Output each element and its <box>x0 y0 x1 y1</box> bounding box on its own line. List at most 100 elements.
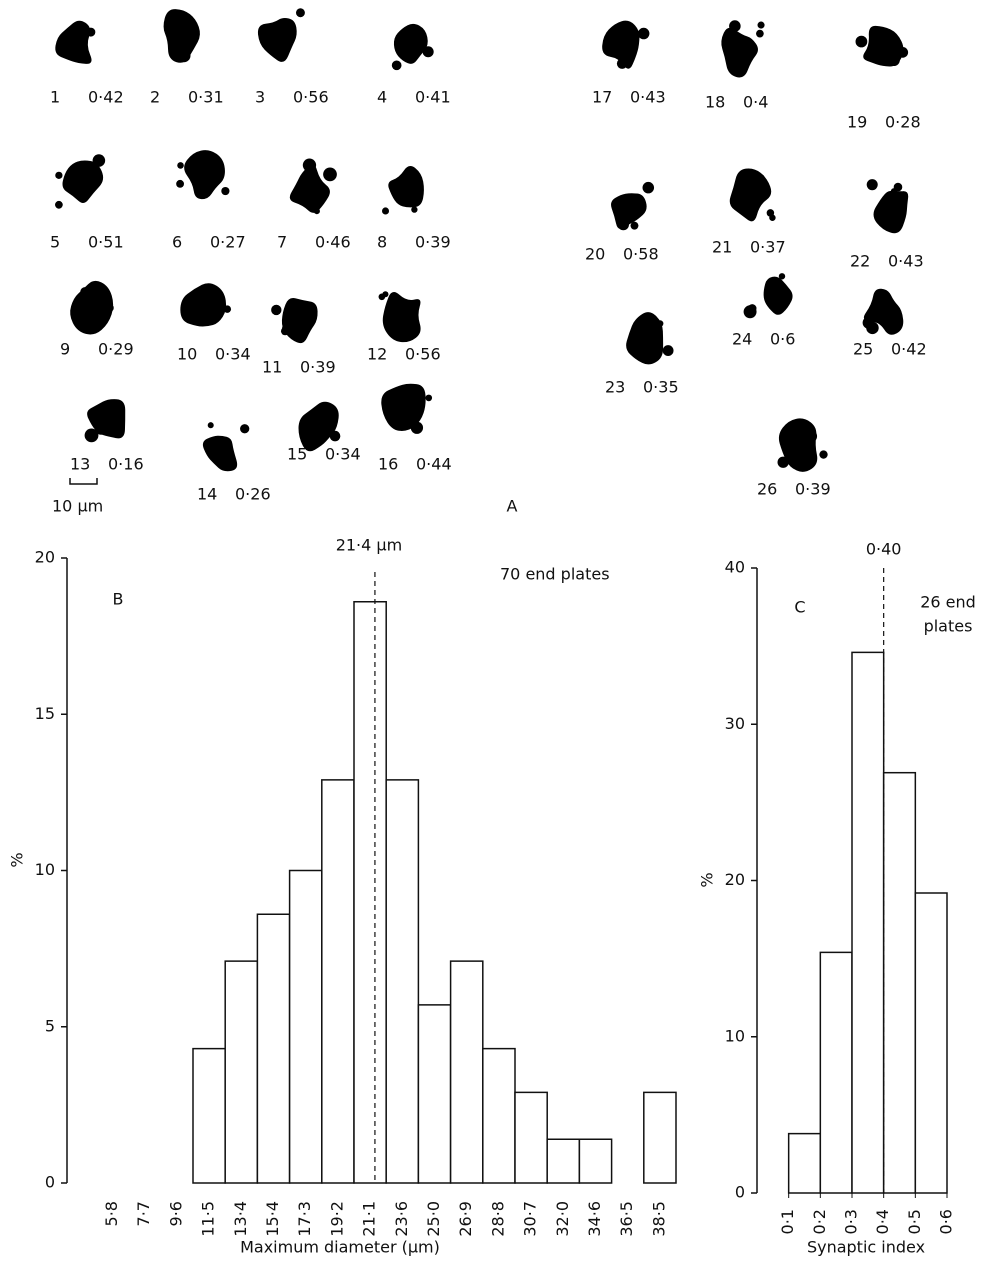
end-plate-number: 26 <box>757 480 777 499</box>
end-plate-fragment <box>757 174 765 182</box>
end-plate-fragment <box>637 27 650 40</box>
end-plate-index: 0·42 <box>88 88 124 107</box>
end-plate-index: 0·28 <box>885 113 921 132</box>
end-plate-fragment <box>86 27 96 37</box>
x-tick-label: 0·4 <box>873 1209 892 1234</box>
y-tick-label: 40 <box>725 558 745 577</box>
end-plate-fragment <box>240 424 250 434</box>
panel-label: C <box>794 598 805 617</box>
x-tick-label: 26·9 <box>456 1201 475 1237</box>
end-plate-fragment <box>411 206 418 213</box>
x-tick-label: 7·7 <box>134 1201 153 1226</box>
end-plate-fragment <box>890 188 898 195</box>
end-plate-number: 5 <box>50 233 60 252</box>
end-plate-drawing <box>180 283 227 327</box>
bar <box>224 960 259 1184</box>
end-plate-fragment <box>271 304 282 316</box>
end-plate-fragment <box>176 179 185 188</box>
end-plate-fragment <box>177 48 191 63</box>
end-plate-fragment <box>177 162 184 169</box>
end-plate-fragment <box>778 273 786 280</box>
bar <box>851 651 885 1194</box>
end-plate-fragment <box>295 8 305 18</box>
end-plate-index: 0·16 <box>108 455 144 474</box>
bar <box>514 1091 548 1184</box>
end-plate-index: 0·41 <box>415 88 451 107</box>
end-plate-index: 0·29 <box>98 340 134 359</box>
end-plate-fragment <box>422 46 434 58</box>
y-tick-label: 20 <box>725 870 745 889</box>
bar <box>288 869 323 1184</box>
bar <box>256 913 291 1184</box>
end-plate-fragment <box>656 320 664 327</box>
end-plate-drawing <box>721 27 758 78</box>
end-plate-fragment <box>391 60 402 71</box>
annotation: plates <box>924 617 973 636</box>
end-plate-fragment <box>777 456 789 468</box>
bar <box>417 1004 452 1184</box>
end-plate-fragment <box>55 200 63 209</box>
end-plate-number: 9 <box>60 340 70 359</box>
bar <box>482 1047 516 1184</box>
y-tick-label: 10 <box>35 860 55 879</box>
x-tick-label: 9·6 <box>166 1201 185 1226</box>
end-plate-number: 21 <box>712 238 732 257</box>
end-plate-index: 0·37 <box>750 238 786 257</box>
end-plate-fragment <box>329 430 341 442</box>
end-plate-fragment <box>410 421 424 434</box>
end-plate-fragment <box>302 158 317 172</box>
end-plate-fragment <box>276 27 285 35</box>
end-plate-drawing <box>202 435 238 472</box>
end-plate-number: 11 <box>262 358 282 377</box>
end-plate-drawing <box>729 168 772 222</box>
end-plate-fragment <box>425 394 433 402</box>
end-plate-number: 17 <box>592 88 612 107</box>
bar <box>787 1132 822 1194</box>
y-tick-label: 0 <box>45 1173 55 1192</box>
end-plate-number: 2 <box>150 88 160 107</box>
y-tick-label: 20 <box>35 548 55 567</box>
median-label: 21·4 μm <box>336 536 402 555</box>
bar <box>882 771 917 1194</box>
end-plate-number: 12 <box>367 345 387 364</box>
end-plate-number: 20 <box>585 245 605 264</box>
end-plate-number: 6 <box>172 233 182 252</box>
end-plate-drawing <box>62 160 104 204</box>
end-plate-fragment <box>91 312 101 322</box>
x-tick-label: 25·0 <box>424 1201 443 1237</box>
bar <box>578 1138 613 1184</box>
end-plate-fragment <box>616 58 628 69</box>
end-plate-index: 0·51 <box>88 233 124 252</box>
scale-bar <box>69 478 98 485</box>
x-tick-label: 5·8 <box>102 1201 121 1226</box>
end-plate-fragment <box>92 154 106 167</box>
end-plate-number: 13 <box>70 455 90 474</box>
end-plate-fragment <box>391 418 403 430</box>
end-plate-fragment <box>866 179 878 191</box>
end-plate-number: 3 <box>255 88 265 107</box>
end-plate-drawing <box>863 288 904 335</box>
end-plate-fragment <box>95 422 108 435</box>
end-plate-fragment <box>769 214 776 221</box>
end-plate-index: 0·35 <box>643 378 679 397</box>
bar <box>643 1091 677 1184</box>
x-tick-label: 32·0 <box>553 1201 572 1237</box>
end-plate-index: 0·27 <box>210 233 246 252</box>
y-axis-label: % <box>8 852 27 867</box>
end-plate-fragment <box>221 186 230 196</box>
end-plate-index: 0·46 <box>315 233 351 252</box>
x-tick-label: 0·5 <box>905 1209 924 1234</box>
y-axis-label: % <box>698 872 717 887</box>
x-tick-label: 0·1 <box>778 1209 797 1234</box>
end-plate-fragment <box>866 321 879 335</box>
x-axis-label: Synaptic index <box>807 1238 925 1257</box>
x-tick-label: 21·1 <box>360 1201 379 1237</box>
end-plate-fragment <box>651 342 662 353</box>
x-tick-label: 34·6 <box>585 1201 604 1237</box>
x-tick-label: 0·6 <box>937 1209 956 1234</box>
bar <box>192 1047 226 1184</box>
bar <box>385 779 420 1184</box>
end-plate-fragment <box>804 429 818 443</box>
end-plate-fragment <box>747 304 757 313</box>
end-plate-fragment <box>186 313 194 321</box>
